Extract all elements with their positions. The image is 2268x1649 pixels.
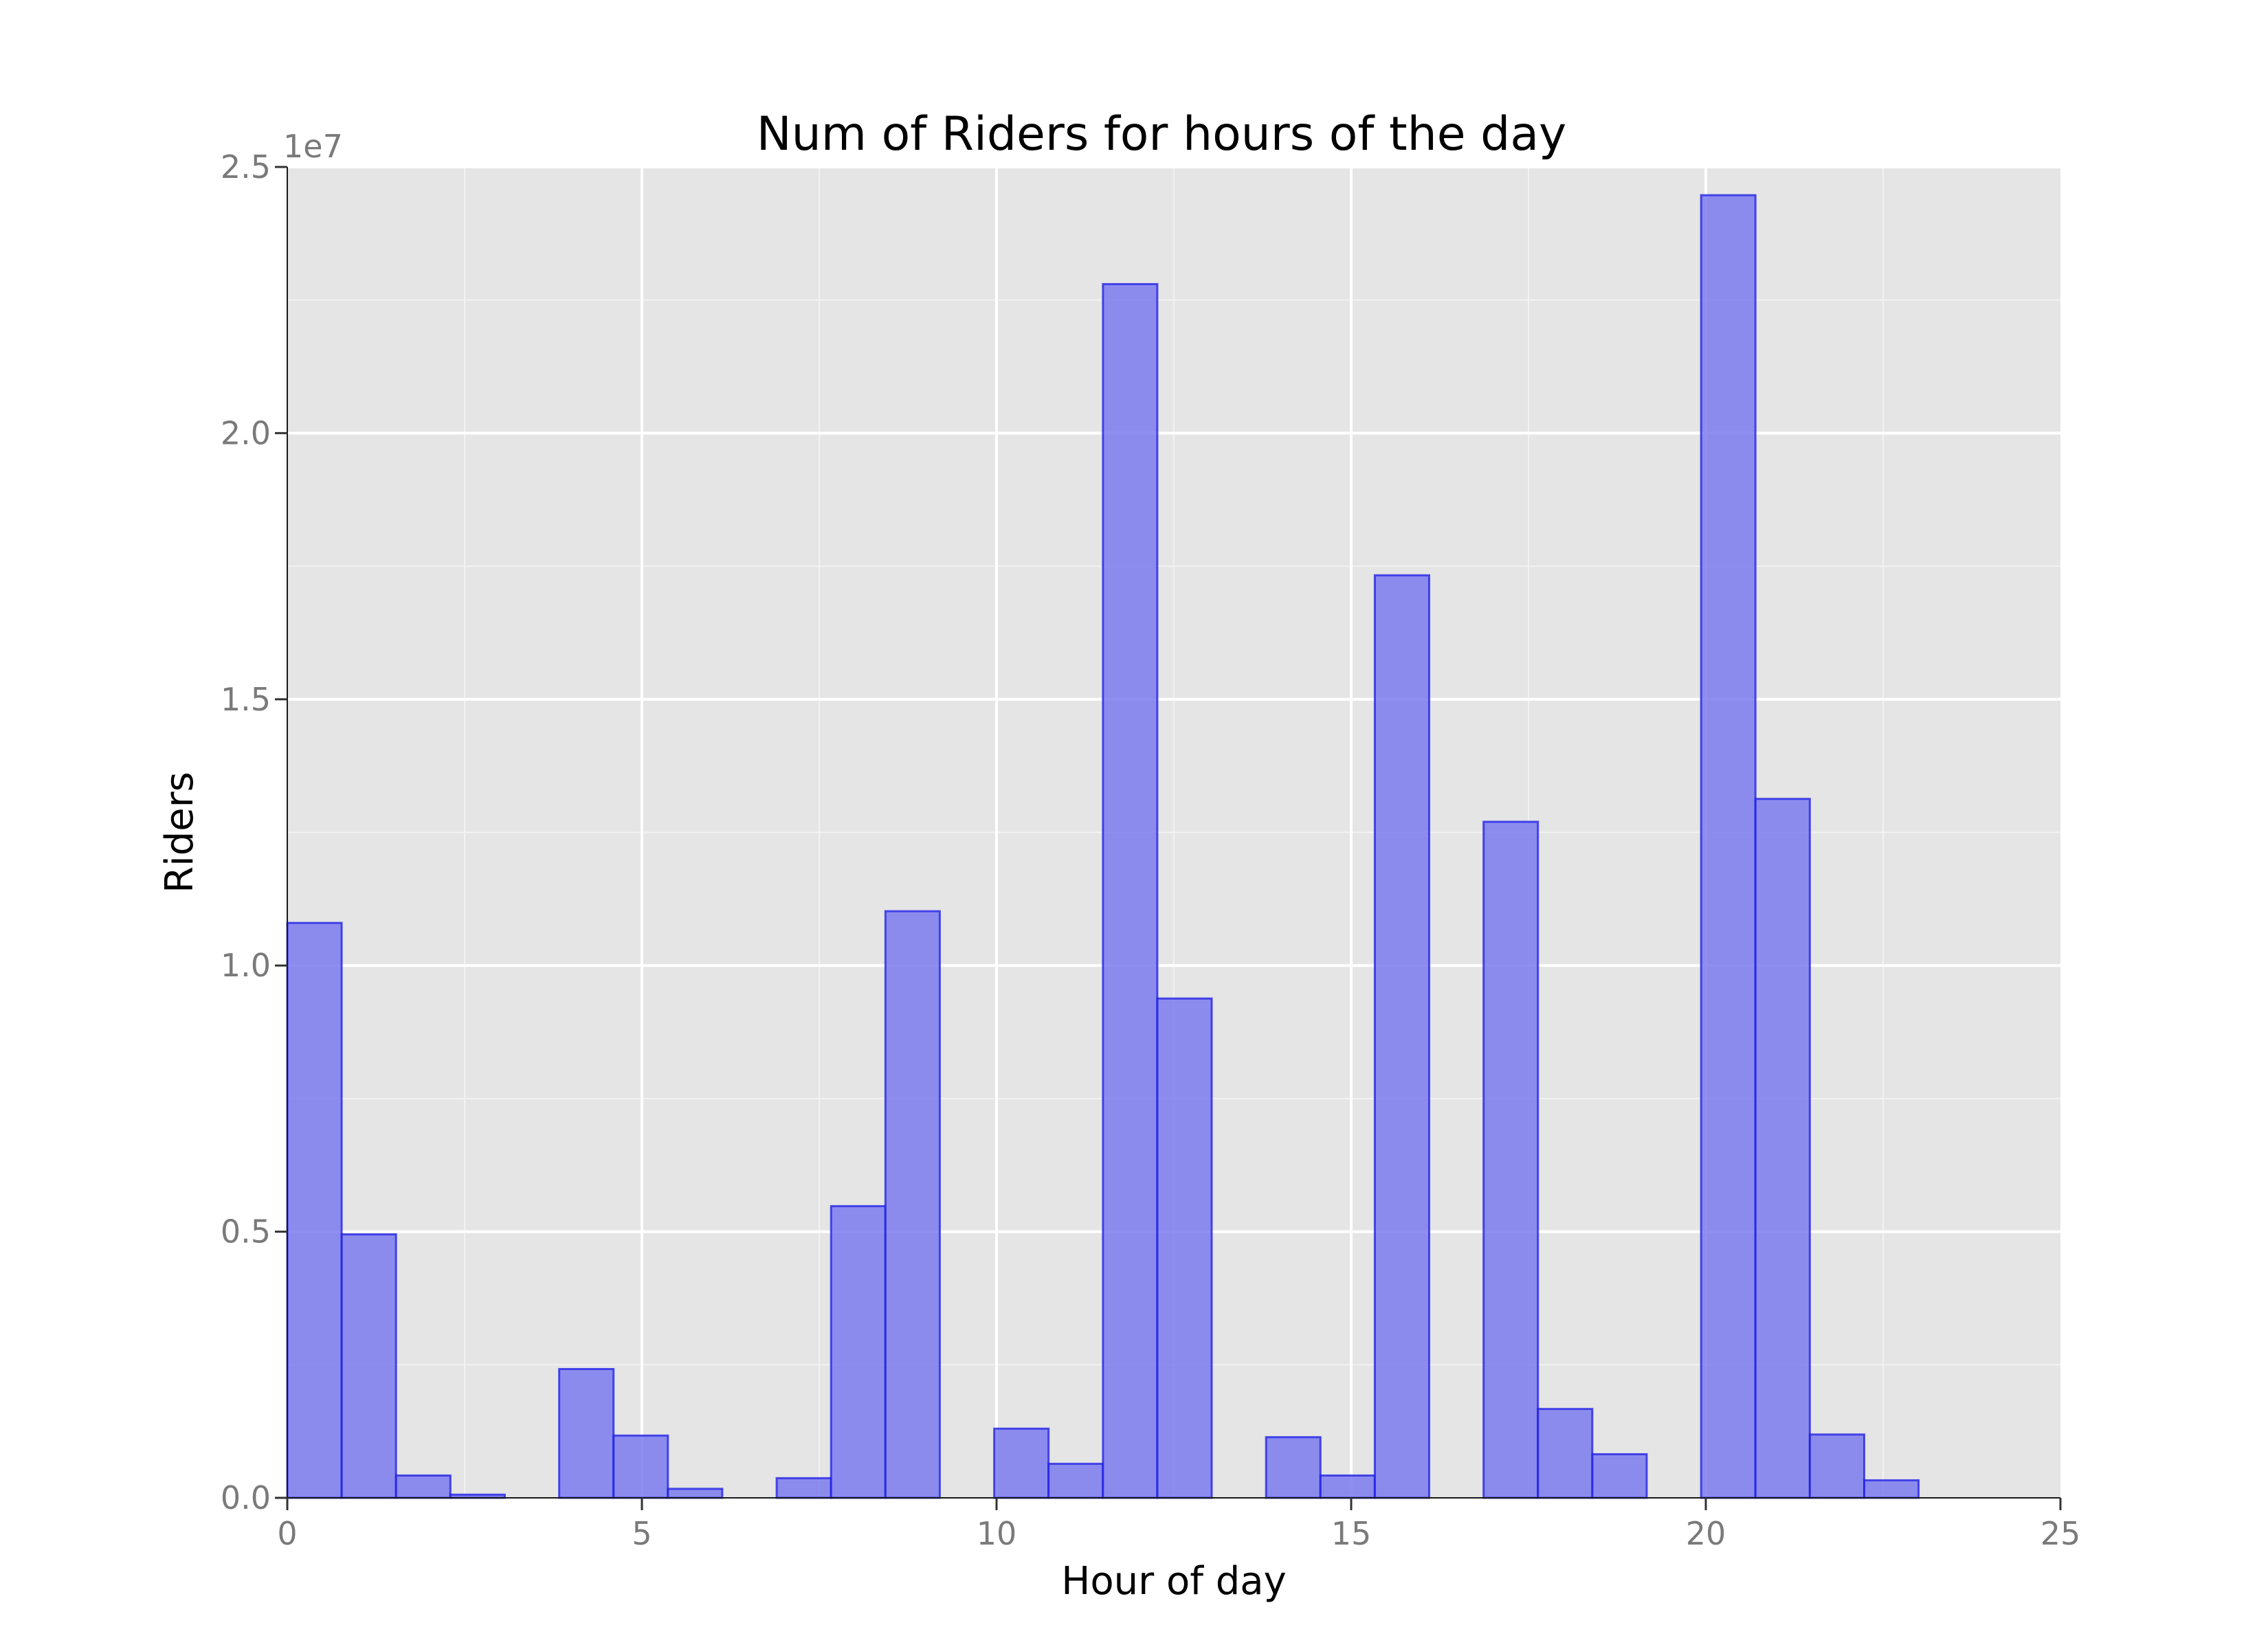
histogram-bar [884,910,941,1499]
histogram-bar [775,1477,832,1499]
histogram-bar [1863,1479,1920,1499]
x-tick-label: 10 [977,1515,1017,1552]
histogram-bar [993,1427,1050,1499]
y-tick-label: 0.0 [221,1479,271,1516]
histogram-bar [558,1367,615,1499]
histogram-bar [1102,282,1159,1499]
histogram-bar [612,1434,669,1499]
histogram-bar [340,1233,397,1499]
x-axis-label: Hour of day [1061,1559,1286,1604]
histogram-bar [1808,1433,1865,1499]
histogram-bar [1754,798,1811,1499]
histogram-bar [830,1204,887,1499]
histogram-bar [1482,820,1539,1499]
x-tick-label: 25 [2041,1515,2081,1552]
histogram-bar [1700,194,1757,1499]
histogram-bar [1265,1436,1322,1499]
histogram-bar [286,921,343,1499]
y-tick-label: 0.5 [221,1213,271,1250]
histogram-bar [1319,1474,1376,1499]
histogram-bar [394,1474,452,1499]
axes [287,167,2060,1499]
x-tick-label: 5 [632,1515,652,1552]
y-tick-label: 1.0 [221,947,271,984]
x-tick-label: 15 [1331,1515,1372,1552]
histogram-bar [1156,997,1213,1499]
x-tick-label: 0 [277,1515,297,1552]
histogram-bar [1591,1452,1648,1499]
x-tick-label: 20 [1686,1515,1726,1552]
x-axis-ticks: 0 5 10 15 20 25 [277,1498,2080,1552]
y-tick-label: 1.5 [221,681,271,718]
histogram-bar [667,1488,724,1499]
histogram-bars [286,194,1920,1499]
y-axis-offset-label: 1e7 [283,128,343,165]
histogram-bar [1537,1408,1594,1499]
y-tick-label: 2.0 [221,414,271,451]
histogram-bar [1047,1462,1104,1499]
y-tick-label: 2.5 [221,148,271,186]
y-axis-label: Riders [157,772,202,893]
histogram-bar [1373,574,1431,1499]
y-axis-ticks: 0.0 0.5 1.0 1.5 2.0 2.5 [221,148,287,1516]
chart-title: Num of Riders for hours of the day [757,107,1566,161]
